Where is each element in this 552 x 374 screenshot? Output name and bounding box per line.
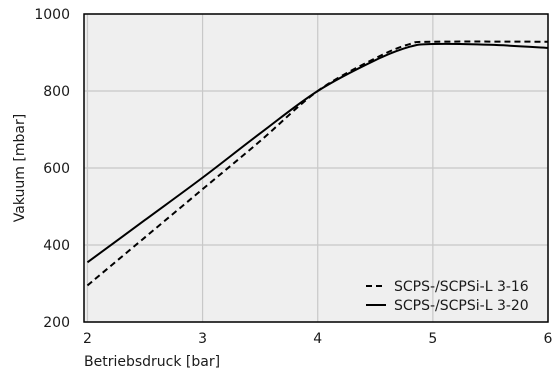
legend: SCPS-/SCPSi-L 3-16 SCPS-/SCPSi-L 3-20 — [366, 279, 529, 314]
y-axis-label: Vakuum [mbar] — [12, 114, 28, 222]
series-line-2 — [86, 42, 549, 264]
x-axis-label: Betriebsdruck [bar] — [84, 354, 220, 370]
y-tick-label: 800 — [43, 84, 70, 100]
x-tick-label: 2 — [83, 331, 92, 347]
x-tick-label: 3 — [198, 331, 207, 347]
x-tick-label: 4 — [313, 331, 322, 347]
legend-entry: SCPS-/SCPSi-L 3-16 — [394, 279, 529, 295]
series-layer — [86, 40, 549, 287]
x-tick-label: 5 — [428, 331, 437, 347]
y-tick-label: 600 — [43, 161, 70, 177]
y-tick-label: 400 — [43, 238, 70, 254]
tick-labels: 2 3 4 5 6 200 400 600 800 1000 — [34, 7, 552, 347]
plot-frame — [83, 13, 549, 323]
x-tick-label: 6 — [544, 331, 552, 347]
y-tick-label: 200 — [43, 315, 70, 331]
legend-entry: SCPS-/SCPSi-L 3-20 — [394, 298, 529, 314]
y-tick-label: 1000 — [34, 7, 70, 23]
